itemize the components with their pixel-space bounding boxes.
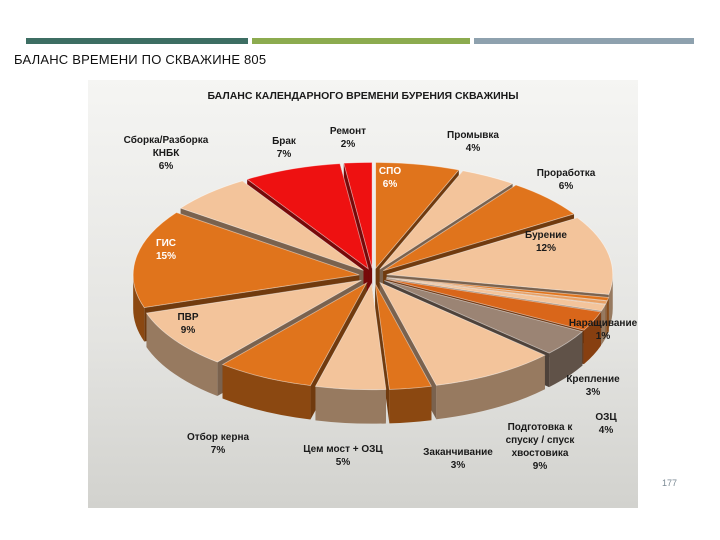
- pie-slice-edge: [315, 386, 386, 424]
- pie-slice-label: ОЗЦ 4%: [595, 412, 617, 436]
- pie-slice-edge: [222, 364, 311, 420]
- pie-slice-label: СПО 6%: [379, 166, 401, 190]
- top-accent-bar-3: [474, 38, 694, 44]
- pie-slice-edge: [607, 297, 609, 335]
- pie-slice-top: [375, 162, 460, 270]
- page-number: 177: [662, 478, 678, 488]
- pie-slice-label: Отбор керна 7%: [187, 431, 250, 456]
- pie-slice-label: Брак 7%: [272, 136, 297, 160]
- pie-slice-edge: [605, 300, 608, 339]
- pie-slice-edge: [436, 355, 545, 420]
- pie-slice-label: Бурение 12%: [525, 230, 567, 254]
- slide-title: БАЛАНС ВРЕМЕНИ ПО СКВАЖИНЕ 805: [14, 52, 267, 67]
- pie-slice-label: Заканчивание 3%: [423, 447, 493, 471]
- pie-slice-edge: [583, 311, 601, 365]
- pie-slice-label: Крепление 3%: [566, 374, 620, 398]
- pie-slice-top: [385, 278, 602, 331]
- pie-slice-label: ГИС 15%: [156, 238, 176, 262]
- pie-slice-label: Цем мост + ОЗЦ 5%: [303, 444, 383, 468]
- top-accent-bar-2: [252, 38, 470, 44]
- pie-slice-label: Проработка 6%: [537, 167, 596, 192]
- pie-slice-label: Подготовка к спуску / спуск хвостовика 9%: [506, 422, 576, 472]
- pie-slice-label: Промывка 4%: [447, 130, 499, 154]
- pie-slice-top: [382, 184, 575, 272]
- pie-slice-label: Ремонт 2%: [330, 126, 366, 150]
- pie-slice-top: [246, 163, 369, 270]
- pie-slice-top: [132, 212, 360, 308]
- pie-slice-top: [386, 217, 614, 295]
- pie-slice-edge: [146, 313, 218, 397]
- pie-slice-top: [384, 280, 584, 354]
- pie-slice-label: ПВР 9%: [177, 312, 198, 336]
- pie-slice-top: [379, 281, 546, 386]
- pie-slice-top: [145, 279, 362, 363]
- pie-slice-top: [179, 180, 364, 271]
- pie-slice: [374, 283, 433, 424]
- pie-slice-top: [379, 170, 514, 270]
- pie-slice-label: Наращивание 1%: [569, 318, 638, 342]
- pie-slice-top: [221, 281, 368, 386]
- pie-slice-edge: [601, 304, 606, 345]
- pie-slice-top: [314, 282, 387, 391]
- pie-slice: [314, 282, 387, 424]
- pie-slice-edge: [389, 386, 432, 424]
- pie-slice-top: [386, 277, 606, 312]
- pie-slice-top: [374, 283, 433, 390]
- top-accent-bar-1: [26, 38, 248, 44]
- pie-slice-edge: [608, 274, 613, 329]
- pie-slice-top: [343, 161, 373, 269]
- pie-slice-edge: [549, 331, 583, 388]
- chart-title: БАЛАНС КАЛЕНДАРНОГО ВРЕМЕНИ БУРЕНИЯ СКВА…: [207, 90, 519, 102]
- pie-chart: СПО 6% Промывка 4% Проработка 6% Бурение 12% Нар…: [124, 126, 638, 472]
- pie-slice-label: Сборка/Разборка КНБК 6%: [124, 134, 209, 172]
- pie-chart-panel: БАЛАНС КАЛЕНДАРНОГО ВРЕМЕНИ БУРЕНИЯ СКВА…: [88, 80, 638, 508]
